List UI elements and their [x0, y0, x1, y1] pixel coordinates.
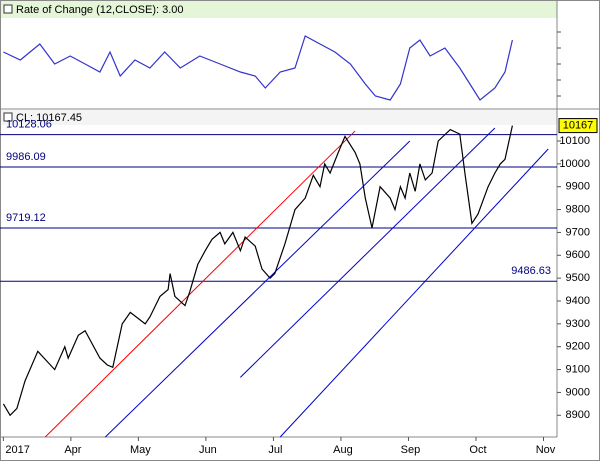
y-tick-label: 9700 — [566, 226, 590, 238]
y-tick-label: 9100 — [566, 363, 590, 375]
series-line — [3, 35, 513, 101]
level-label: 10128.06 — [6, 118, 52, 130]
x-tick-label: Aug — [333, 444, 353, 456]
header-icon — [3, 112, 13, 122]
level-label: 9986.09 — [6, 151, 46, 163]
y-tick-label: 9300 — [566, 318, 590, 330]
y-tick-label: 9400 — [566, 295, 590, 307]
x-tick-label: Jun — [199, 444, 217, 456]
last-value-box — [558, 118, 598, 134]
x-tick-label: Nov — [536, 444, 556, 456]
x-tick-label: Apr — [64, 444, 81, 456]
x-tick-label: Sep — [401, 444, 421, 456]
level-label: 9486.63 — [511, 265, 551, 277]
trend-line — [240, 127, 496, 378]
price-title: CL: 10167.45 — [16, 112, 82, 124]
y-tick-label: 9200 — [566, 341, 590, 353]
trend-line — [104, 140, 411, 438]
price-header — [1, 110, 557, 125]
x-tick-label: 2017 — [5, 444, 29, 456]
header-icon — [3, 4, 13, 14]
roc-title: Rate of Change (12,CLOSE): 3.00 — [16, 4, 184, 16]
x-tick-label: May — [130, 444, 151, 456]
y-tick-label: 9600 — [566, 249, 590, 261]
y-tick-label: 8900 — [566, 409, 590, 421]
y-tick-label: 10100 — [559, 135, 590, 147]
roc-header — [1, 1, 557, 18]
y-tick-label: 9900 — [566, 181, 590, 193]
series-line — [2, 125, 513, 417]
last-value-label: 10167 — [563, 119, 594, 131]
level-label: 9719.12 — [6, 212, 46, 224]
trend-line — [44, 130, 356, 438]
y-tick-label: 10000 — [559, 158, 590, 170]
y-tick-label: 9000 — [566, 386, 590, 398]
y-tick-label: 9800 — [566, 203, 590, 215]
trend-line — [279, 148, 549, 438]
x-tick-label: Jul — [268, 444, 282, 456]
y-tick-label: 9500 — [566, 272, 590, 284]
x-tick-label: Oct — [469, 444, 486, 456]
